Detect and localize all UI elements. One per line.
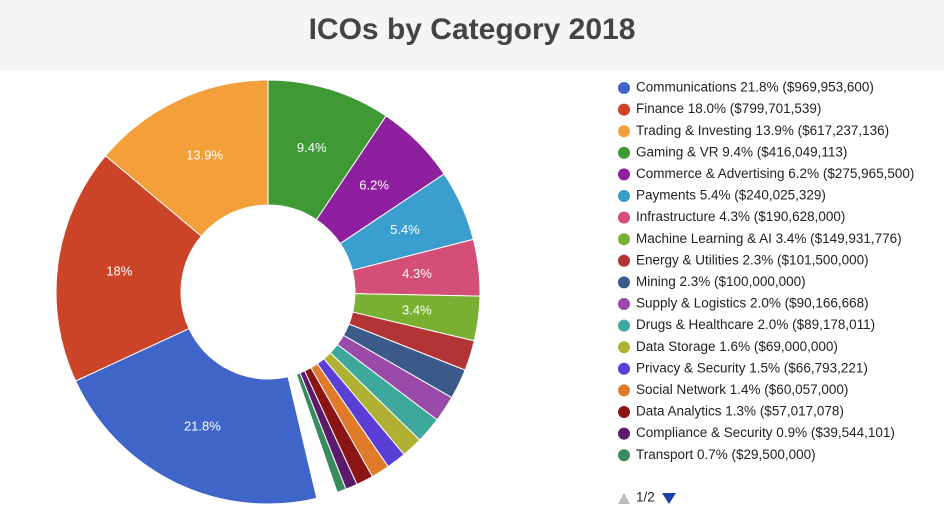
legend-symbol (618, 341, 630, 354)
pager-down[interactable] (662, 493, 676, 504)
legend-symbol (618, 276, 630, 289)
legend-label: Privacy & Security 1.5% ($66,793,221) (636, 360, 868, 375)
legend-label: Data Analytics 1.3% ($57,017,078) (636, 404, 844, 419)
legend-symbol (618, 82, 630, 94)
legend-label: Supply & Logistics 2.0% ($90,166,668) (636, 296, 869, 311)
legend-label: Mining 2.3% ($100,000,000) (636, 274, 806, 289)
slice-label: 18% (106, 264, 132, 279)
legend-label: Data Storage 1.6% ($69,000,000) (636, 339, 838, 354)
legend-symbol (618, 449, 630, 462)
legend-symbol (618, 362, 630, 375)
legend-symbol (618, 211, 630, 224)
legend-label: Social Network 1.4% ($60,057,000) (636, 382, 848, 397)
legend-symbol (618, 233, 630, 246)
slice (74, 327, 318, 505)
legend-symbol (618, 190, 630, 202)
legend-label: Commerce & Advertising 6.2% ($275,965,50… (636, 166, 914, 181)
legend-label: Machine Learning & AI 3.4% ($149,931,776… (636, 231, 902, 246)
title-bar (0, 0, 944, 70)
legend-label: Trading & Investing 13.9% ($617,237,136) (636, 123, 889, 138)
slice-label: 9.4% (297, 140, 327, 155)
legend-symbol (618, 319, 630, 332)
pager-text: 1/2 (636, 490, 655, 505)
legend-pager: 1/2 (618, 490, 676, 505)
legend-symbol (618, 427, 630, 440)
slice-label: 21.8% (184, 418, 221, 433)
slice-label: 4.3% (402, 266, 432, 281)
legend-label: Finance 18.0% ($799,701,539) (636, 101, 821, 116)
slice (55, 155, 203, 382)
legend-symbol (618, 125, 630, 138)
pager-up[interactable] (618, 493, 630, 504)
legend-label: Drugs & Healthcare 2.0% ($89,178,011) (636, 317, 875, 332)
legend-symbol (618, 384, 630, 397)
chart-title: ICOs by Category 2018 (309, 13, 636, 46)
legend-label: Transport 0.7% ($29,500,000) (636, 447, 816, 462)
legend-symbol (618, 298, 630, 310)
legend-symbol (618, 254, 630, 267)
legend-label: Infrastructure 4.3% ($190,628,000) (636, 209, 845, 224)
legend-label: Gaming & VR 9.4% ($416,049,113) (636, 144, 847, 159)
legend-label: Energy & Utilities 2.3% ($101,500,000) (636, 252, 869, 267)
slice-label: 5.4% (390, 222, 420, 237)
slice (104, 79, 269, 237)
legend-label: Communications 21.8% ($969,953,600) (636, 80, 874, 95)
legend-symbol (618, 146, 630, 159)
slice-label: 3.4% (402, 302, 432, 317)
slice-label: 6.2% (359, 177, 389, 192)
legend-symbol (618, 168, 630, 181)
slice-label: 13.9% (186, 147, 223, 162)
legend-symbol (618, 103, 630, 116)
slice (295, 372, 347, 494)
legend-symbol (618, 406, 630, 418)
legend-label: Payments 5.4% ($240,025,329) (636, 188, 826, 203)
legend-label: Compliance & Security 0.9% ($39,544,101) (636, 425, 895, 440)
